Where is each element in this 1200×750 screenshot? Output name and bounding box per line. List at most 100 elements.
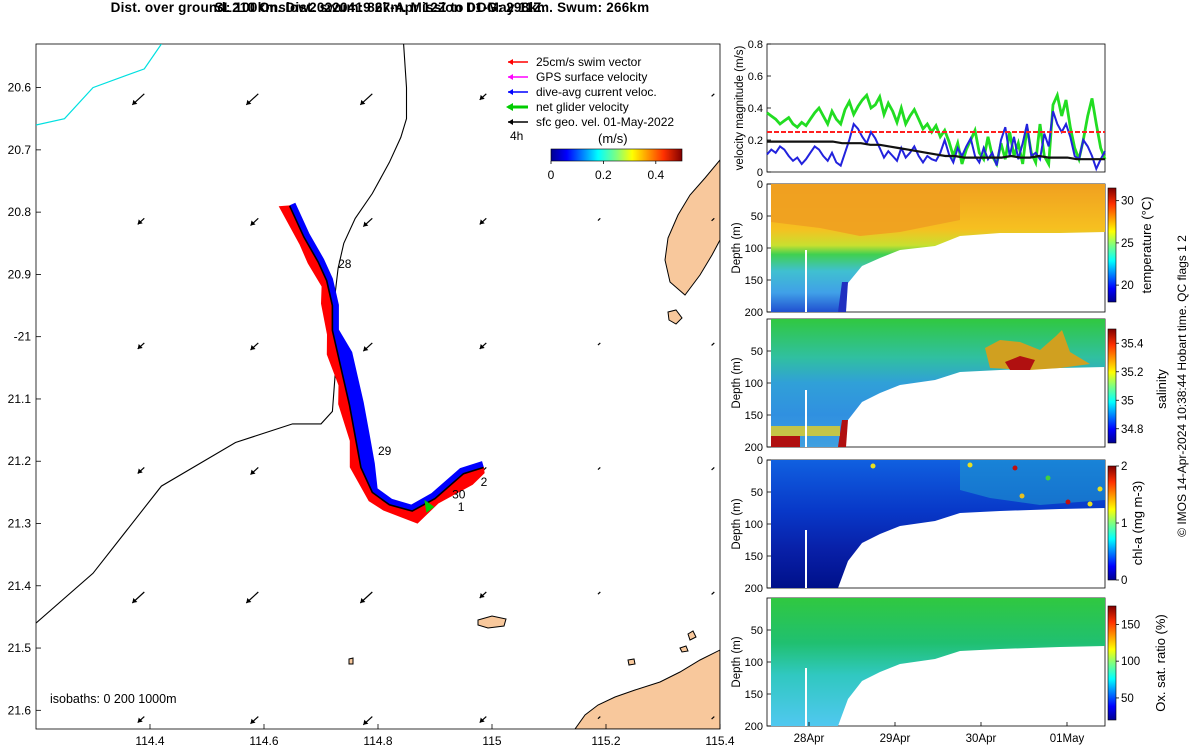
time-tick-label: 01May [1050, 733, 1085, 745]
geo-vector-head [137, 343, 143, 349]
depth-ylabel: Depth (m) [731, 636, 743, 687]
salinity-bottom-high-2 [838, 420, 848, 447]
depth-tick-label: 200 [745, 442, 763, 454]
geo-vector-head [360, 598, 366, 603]
day-labels: 28 29 301 2 [338, 257, 488, 514]
colorbar-label: chl-a (mg m-3) [1130, 481, 1145, 566]
velocity-y-tick-label: 0.4 [748, 103, 763, 115]
depth-tick-label: 150 [745, 689, 763, 701]
geo-vector [597, 467, 601, 471]
legend-net-arrow [506, 103, 513, 111]
net-velocity-arrow [424, 499, 435, 513]
legend-item-current: dive-avg current veloc. [536, 85, 657, 99]
depth-tick-label: 150 [745, 410, 763, 422]
colorbar-label: Ox. sat. ratio (%) [1153, 614, 1168, 712]
map-colorbar-tick-label: 0 [548, 168, 555, 182]
depth-tick-label: 50 [751, 625, 763, 637]
map-x-tick-label: 115.4 [705, 734, 734, 748]
time-tick-label: 30Apr [966, 733, 997, 745]
map-x-tick-label: 114.4 [135, 734, 164, 748]
time-x-axis: 28Apr 29Apr 30Apr 01May [794, 722, 1085, 745]
map-x-tick-label: 114.8 [363, 734, 392, 748]
depth-tick-label: 100 [745, 519, 763, 531]
colorbar-2 [1107, 187, 1117, 303]
legend-interval: 4h [510, 129, 523, 143]
colorbar-tick-label: 150 [1121, 619, 1140, 631]
geo-vector-head [479, 219, 485, 225]
geo-vector-head [479, 343, 485, 349]
velocity-y-tick-label: 0.2 [748, 135, 763, 147]
map-y-tick-label: 20.9 [8, 267, 32, 281]
geo-vector [711, 467, 715, 471]
map-y-tick-label: 20.6 [8, 81, 32, 95]
geo-vector [711, 591, 715, 595]
geo-vector-head [132, 598, 138, 603]
depth-tick-label: 50 [751, 346, 763, 358]
depth-tick-label: 100 [745, 243, 763, 255]
geo-vector-head [246, 598, 252, 603]
colorbar-tick-label: 25 [1121, 238, 1134, 250]
legend-gps-arrow [508, 74, 513, 80]
temperature-surface-warm [771, 184, 960, 236]
depth-tick-label: 0 [757, 455, 763, 467]
colorbar-tick-label: 34.8 [1121, 424, 1143, 436]
geo-vector-head [137, 219, 143, 225]
depth-tick-label: 100 [745, 378, 763, 390]
colorbar-3 [1107, 328, 1117, 444]
geo-vector-head [132, 99, 138, 105]
chla-panel: Depth (m) 0 50 100 150 200 [731, 455, 1106, 595]
day-label: 29 [378, 444, 392, 458]
oxygen-panel: Depth (m) 50 100 150 200 28Apr 29Apr 30Apr 01Ma… [731, 597, 1106, 745]
depth-ylabel: Depth (m) [731, 357, 743, 408]
geo-vector-head [479, 593, 485, 599]
time-tick-label: 29Apr [880, 733, 911, 745]
day-label: 28 [338, 257, 352, 271]
legend-geo-arrow [508, 119, 513, 125]
geo-vector [597, 591, 601, 595]
day-label: 2 [481, 475, 488, 489]
colorbar-4 [1107, 465, 1117, 581]
map-y-tick-label: 21.6 [8, 703, 32, 717]
track-map: 28 29 301 2 114.4 114.6 114.8 115 115.2 115.4 20… [8, 43, 735, 748]
colorbar-5 [1107, 605, 1117, 721]
colorbar-tick-label: 35 [1121, 395, 1134, 407]
colorbar-tick-label: 100 [1121, 656, 1140, 668]
legend-item-net: net glider velocity [536, 100, 629, 114]
legend-item-swim: 25cm/s swim vector [536, 55, 641, 69]
credit-text: © IMOS 14-Apr-2024 10:38:44 Hobart time.… [1175, 235, 1189, 537]
glider-track [278, 202, 485, 524]
map-y-axis: 20.6 20.7 20.8 20.9 -21 21.1 21.2 21.3 21.4 21.5 2… [8, 81, 41, 717]
land-islet-4 [679, 645, 689, 653]
isobaths-label: isobaths: 0 200 1000m [50, 692, 176, 706]
map-x-tick-label: 114.6 [249, 734, 278, 748]
geo-vector-head [250, 469, 256, 475]
map-y-tick-label: -21 [14, 330, 32, 344]
geo-vector-head [360, 99, 366, 105]
legend-item-gps: GPS surface velocity [536, 70, 647, 84]
map-colorbar-tick-label: 0.4 [647, 168, 664, 182]
map-colorbar-label: (m/s) [598, 131, 628, 146]
velocity-panel: 0 0.2 0.4 0.6 0.8 velocity magnitude (m/s) [734, 39, 1107, 179]
depth-tick-label: 100 [745, 657, 763, 669]
geo-vector [711, 716, 715, 720]
colorbar-tick-label: 35.4 [1121, 338, 1144, 350]
map-colorbar-tick-label: 0.2 [595, 168, 612, 182]
land-islet-1 [687, 630, 697, 641]
geo-vector [711, 342, 715, 346]
map-x-axis: 114.4 114.6 114.8 115 115.2 115.4 [135, 724, 735, 748]
track-line [288, 205, 484, 512]
velocity-ylabel: velocity magnitude (m/s) [734, 46, 746, 171]
depth-tick-label: 0 [757, 179, 763, 191]
depth-tick-label: 150 [745, 551, 763, 563]
colorbar-tick-label: 0 [1121, 575, 1127, 587]
time-tick-label: 28Apr [794, 733, 825, 745]
geo-vector [597, 342, 601, 346]
geo-vector-head [250, 718, 256, 724]
velocity-y-tick-label: 0.6 [748, 71, 763, 83]
depth-tick-label: 200 [745, 583, 763, 595]
depth-tick-label: 200 [745, 307, 763, 319]
chla-surface-band [960, 460, 1105, 505]
map-y-tick-label: 20.8 [8, 205, 32, 219]
geo-vector-head [363, 346, 369, 352]
